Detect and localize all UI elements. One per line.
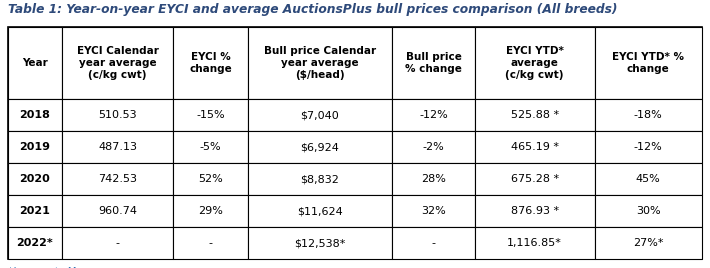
- Bar: [8, 99, 62, 131]
- Bar: [248, 27, 392, 99]
- Bar: [392, 27, 475, 99]
- Bar: [392, 227, 475, 259]
- Text: 2018: 2018: [19, 110, 50, 120]
- Text: -: -: [209, 238, 212, 248]
- Bar: [173, 131, 248, 163]
- Bar: [8, 163, 62, 195]
- Text: Table 1: Year-on-year EYCI and average AuctionsPlus bull prices comparison (All : Table 1: Year-on-year EYCI and average A…: [8, 3, 618, 16]
- Text: 2022*: 2022*: [16, 238, 53, 248]
- Text: 487.13: 487.13: [98, 142, 137, 152]
- Text: 52%: 52%: [198, 174, 223, 184]
- Text: 28%: 28%: [421, 174, 446, 184]
- Text: EYCI %
change: EYCI % change: [189, 52, 231, 74]
- Text: -2%: -2%: [422, 142, 444, 152]
- Text: $7,040: $7,040: [300, 110, 339, 120]
- Text: -18%: -18%: [634, 110, 662, 120]
- Text: -12%: -12%: [419, 110, 448, 120]
- Bar: [62, 99, 173, 131]
- Bar: [475, 227, 594, 259]
- Text: $12,538*: $12,538*: [294, 238, 346, 248]
- Bar: [8, 131, 62, 163]
- Bar: [173, 163, 248, 195]
- Text: Bull price Calendar
year average
($/head): Bull price Calendar year average ($/head…: [264, 46, 376, 80]
- Bar: [62, 163, 173, 195]
- Bar: [594, 227, 702, 259]
- Bar: [62, 195, 173, 227]
- Bar: [392, 99, 475, 131]
- Text: -15%: -15%: [196, 110, 225, 120]
- Bar: [475, 131, 594, 163]
- Text: -12%: -12%: [634, 142, 662, 152]
- Bar: [475, 195, 594, 227]
- Text: 510.53: 510.53: [98, 110, 137, 120]
- Bar: [594, 195, 702, 227]
- Text: $8,832: $8,832: [300, 174, 339, 184]
- Bar: [594, 163, 702, 195]
- Text: *January to May: *January to May: [8, 267, 88, 268]
- Bar: [392, 195, 475, 227]
- Text: $11,624: $11,624: [297, 206, 343, 216]
- Bar: [173, 99, 248, 131]
- Text: Bull price
% change: Bull price % change: [405, 52, 462, 74]
- Text: 2021: 2021: [19, 206, 50, 216]
- Bar: [62, 27, 173, 99]
- Bar: [62, 131, 173, 163]
- Text: 525.88 *: 525.88 *: [510, 110, 559, 120]
- Text: 30%: 30%: [636, 206, 660, 216]
- Bar: [248, 195, 392, 227]
- Bar: [8, 195, 62, 227]
- Bar: [248, 163, 392, 195]
- Text: -5%: -5%: [200, 142, 222, 152]
- Bar: [392, 131, 475, 163]
- Text: 960.74: 960.74: [98, 206, 137, 216]
- Text: 2020: 2020: [19, 174, 50, 184]
- Text: $6,924: $6,924: [300, 142, 339, 152]
- Text: 45%: 45%: [636, 174, 661, 184]
- Bar: [594, 99, 702, 131]
- Text: 29%: 29%: [198, 206, 223, 216]
- Bar: [173, 195, 248, 227]
- Bar: [475, 99, 594, 131]
- Bar: [248, 227, 392, 259]
- Text: 27%*: 27%*: [633, 238, 664, 248]
- Bar: [248, 99, 392, 131]
- Text: EYCI Calendar
year average
(c/kg cwt): EYCI Calendar year average (c/kg cwt): [77, 46, 158, 80]
- Bar: [248, 131, 392, 163]
- Text: -: -: [432, 238, 435, 248]
- Bar: [8, 227, 62, 259]
- Text: 32%: 32%: [421, 206, 446, 216]
- Text: 876.93 *: 876.93 *: [510, 206, 559, 216]
- Bar: [475, 27, 594, 99]
- Bar: [8, 27, 62, 99]
- Bar: [8, 27, 702, 259]
- Text: 742.53: 742.53: [98, 174, 137, 184]
- Text: 675.28 *: 675.28 *: [510, 174, 559, 184]
- Text: 2019: 2019: [19, 142, 50, 152]
- Text: EYCI YTD* %
change: EYCI YTD* % change: [612, 52, 684, 74]
- Bar: [594, 27, 702, 99]
- Text: Year: Year: [22, 58, 48, 68]
- Text: 465.19 *: 465.19 *: [510, 142, 559, 152]
- Bar: [173, 27, 248, 99]
- Text: 1,116.85*: 1,116.85*: [507, 238, 562, 248]
- Bar: [475, 163, 594, 195]
- Bar: [173, 227, 248, 259]
- Bar: [392, 163, 475, 195]
- Text: -: -: [116, 238, 119, 248]
- Bar: [594, 131, 702, 163]
- Bar: [62, 227, 173, 259]
- Text: EYCI YTD*
average
(c/kg cwt): EYCI YTD* average (c/kg cwt): [506, 46, 564, 80]
